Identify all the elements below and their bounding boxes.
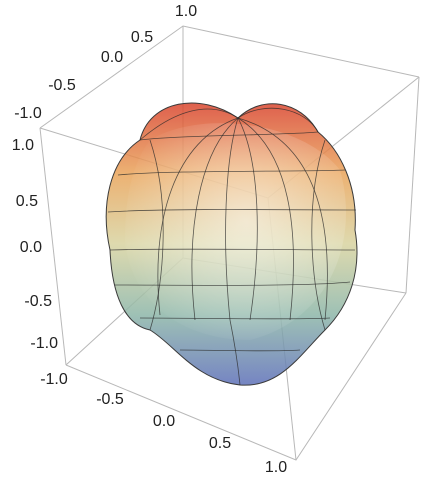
x-tick-label: 0.0 — [153, 413, 175, 430]
z-tick-label: 1.0 — [12, 137, 34, 154]
y-tick-label: 1.0 — [175, 3, 197, 20]
z-tick-label: -0.5 — [24, 293, 52, 310]
x-tick-label: 0.5 — [209, 435, 231, 452]
x-axis-ticks: -1.0 -0.5 0.0 0.5 1.0 — [40, 371, 287, 476]
y-tick-label: 0.0 — [101, 49, 123, 66]
z-tick-label: 0.0 — [20, 239, 42, 256]
surface — [105, 102, 358, 386]
box-front-bottom — [65, 292, 407, 461]
y-tick-label: -0.5 — [48, 77, 76, 94]
y-axis-ticks: 1.0 0.5 0.0 -0.5 -1.0 — [14, 3, 197, 122]
z-tick-label: -1.0 — [30, 335, 58, 352]
y-tick-label: 0.5 — [131, 29, 153, 46]
y-tick-label: -1.0 — [14, 105, 42, 122]
x-tick-label: -1.0 — [40, 371, 68, 388]
surface-mesh — [107, 107, 357, 386]
z-tick-label: 0.5 — [16, 193, 38, 210]
x-tick-label: -0.5 — [96, 391, 124, 408]
z-axis-ticks: 1.0 0.5 0.0 -0.5 -1.0 — [12, 137, 58, 352]
box-front-vertical-right — [405, 76, 420, 294]
x-tick-label: 1.0 — [265, 459, 287, 476]
box-front-vertical-left — [39, 127, 67, 366]
surface-shine — [125, 123, 346, 340]
